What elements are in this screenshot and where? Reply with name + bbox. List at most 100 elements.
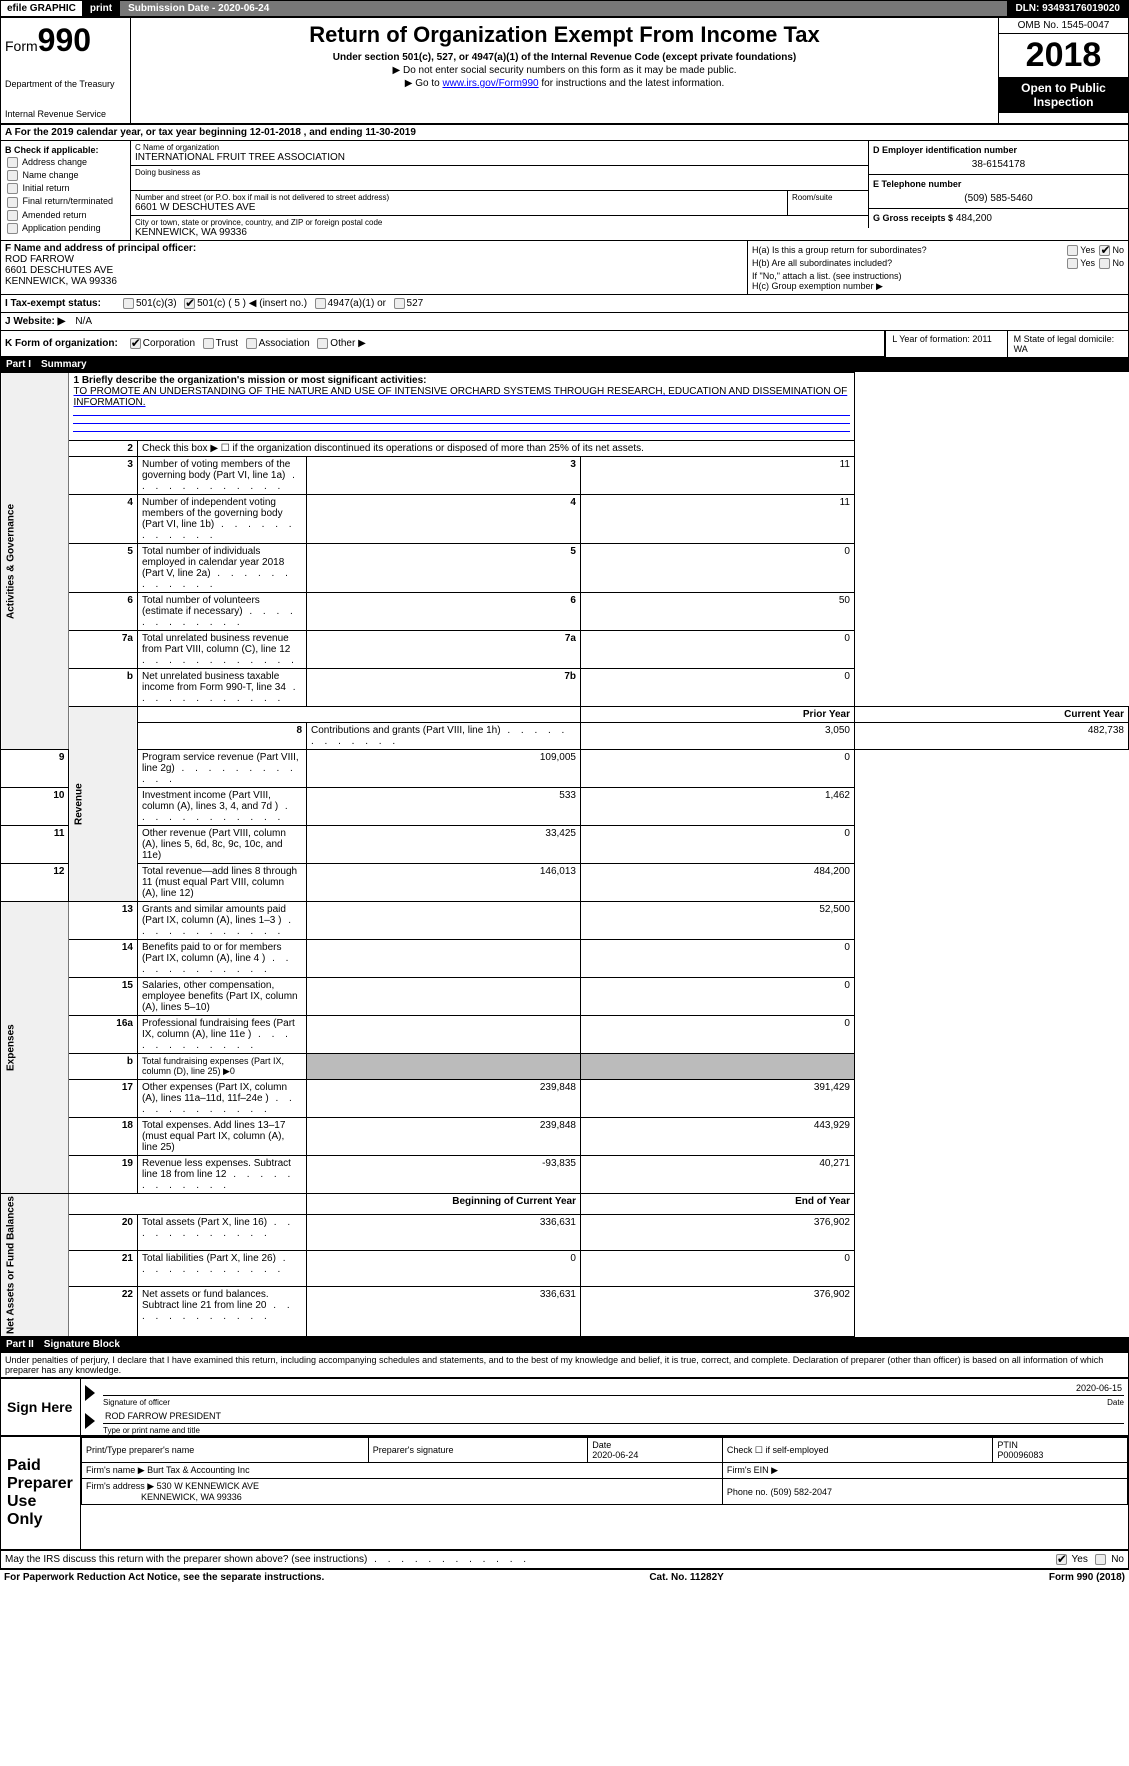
- firm-name: Burt Tax & Accounting Inc: [147, 1465, 249, 1475]
- footer-left: For Paperwork Reduction Act Notice, see …: [4, 1572, 324, 1583]
- sign-date: 2020-06-15: [1076, 1383, 1122, 1393]
- lbl-final-return: Final return/terminated: [23, 196, 114, 206]
- chk-final-return[interactable]: [7, 197, 18, 208]
- nn22: 22: [69, 1286, 137, 1336]
- hb-no[interactable]: [1099, 258, 1110, 269]
- city-lbl: City or town, state or province, country…: [135, 218, 864, 227]
- ec15: 0: [580, 978, 854, 1016]
- chk-501c3[interactable]: [123, 298, 134, 309]
- b7a: 7a: [307, 631, 581, 669]
- hb-yes[interactable]: [1067, 258, 1078, 269]
- row-j-lbl: J Website: ▶: [5, 316, 65, 327]
- ep16a: [307, 1016, 581, 1054]
- ep18: 239,848: [307, 1118, 581, 1156]
- part2-header: Part II Signature Block: [0, 1337, 1129, 1352]
- org-name: INTERNATIONAL FRUIT TREE ASSOCIATION: [135, 152, 864, 163]
- top-bar: efile GRAPHIC print Submission Date - 20…: [0, 0, 1129, 17]
- chk-initial-return[interactable]: [7, 183, 18, 194]
- chk-pending[interactable]: [7, 223, 18, 234]
- rc8: 482,738: [854, 723, 1128, 750]
- rp12: 146,013: [307, 864, 581, 902]
- ep14: [307, 940, 581, 978]
- en16a: 16a: [69, 1016, 137, 1054]
- chk-other[interactable]: [317, 338, 328, 349]
- chk-527[interactable]: [394, 298, 405, 309]
- summary-table: Activities & Governance 1 Briefly descri…: [0, 372, 1129, 1337]
- lbl-initial-return: Initial return: [23, 183, 70, 193]
- hdr-begin: Beginning of Current Year: [307, 1194, 581, 1215]
- en16b: b: [69, 1054, 137, 1080]
- irs-no[interactable]: [1095, 1554, 1106, 1565]
- irs-label: Internal Revenue Service: [5, 109, 126, 119]
- firm-ein-lbl: Firm's EIN ▶: [722, 1463, 1127, 1479]
- box-c-lbl: C Name of organization: [135, 143, 864, 152]
- prep-h2: Preparer's signature: [368, 1438, 588, 1463]
- n3: 3: [69, 457, 137, 495]
- ep16b: [307, 1054, 581, 1080]
- ec13: 52,500: [580, 902, 854, 940]
- street-address: 6601 W DESCHUTES AVE: [135, 202, 783, 213]
- rd8: Contributions and grants (Part VIII, lin…: [307, 723, 581, 750]
- line1-lbl: 1 Briefly describe the organization's mi…: [73, 375, 849, 386]
- firm-addr2: KENNEWICK, WA 99336: [141, 1492, 242, 1502]
- ep17: 239,848: [307, 1080, 581, 1118]
- arrow-icon-2: [85, 1413, 95, 1429]
- hb-lbl: H(b) Are all subordinates included?: [752, 258, 892, 269]
- print-label[interactable]: print: [82, 1, 120, 16]
- chk-assoc[interactable]: [246, 338, 257, 349]
- ep19: -93,835: [307, 1156, 581, 1194]
- v3: 11: [580, 457, 854, 495]
- rc12: 484,200: [580, 864, 854, 902]
- hdr-end: End of Year: [580, 1194, 854, 1215]
- rd12: Total revenue—add lines 8 through 11 (mu…: [137, 864, 306, 902]
- rn10: 10: [1, 788, 69, 826]
- rn9: 9: [1, 750, 69, 788]
- ha-yes[interactable]: [1067, 245, 1078, 256]
- d7a: Total unrelated business revenue from Pa…: [137, 631, 306, 669]
- chk-4947[interactable]: [315, 298, 326, 309]
- form-title: Return of Organization Exempt From Incom…: [135, 22, 994, 48]
- rp8: 3,050: [580, 723, 854, 750]
- form-subtitle-2: ▶ Do not enter social security numbers o…: [135, 65, 994, 76]
- d4: Number of independent voting members of …: [137, 495, 306, 544]
- omb-number: OMB No. 1545-0047: [999, 18, 1128, 34]
- chk-trust[interactable]: [203, 338, 214, 349]
- state-domicile: M State of legal domicile: WA: [1008, 331, 1129, 357]
- chk-501c[interactable]: [184, 298, 195, 309]
- n4: 4: [69, 495, 137, 544]
- side-netassets: Net Assets or Fund Balances: [1, 1194, 69, 1337]
- sign-here-label: Sign Here: [1, 1379, 81, 1435]
- box-b-title: B Check if applicable:: [5, 145, 126, 155]
- b5: 5: [307, 544, 581, 593]
- prep-h3: Date: [592, 1440, 611, 1450]
- chk-address-change[interactable]: [7, 157, 18, 168]
- irs-link[interactable]: www.irs.gov/Form990: [442, 78, 538, 89]
- date-label: Date: [1107, 1398, 1124, 1407]
- hdr-prior: Prior Year: [580, 707, 854, 723]
- nd22: Net assets or fund balances. Subtract li…: [137, 1286, 306, 1336]
- chk-name-change[interactable]: [7, 170, 18, 181]
- hc-lbl: H(c) Group exemption number ▶: [752, 281, 1124, 292]
- sign-section: Sign Here 2020-06-15 Signature of office…: [0, 1378, 1129, 1436]
- row-i-lbl: I Tax-exempt status:: [5, 298, 101, 309]
- en18: 18: [69, 1118, 137, 1156]
- v7b: 0: [580, 669, 854, 707]
- ed19: Revenue less expenses. Subtract line 18 …: [137, 1156, 306, 1194]
- rd9: Program service revenue (Part VIII, line…: [137, 750, 306, 788]
- ha-no[interactable]: [1099, 245, 1110, 256]
- v5: 0: [580, 544, 854, 593]
- chk-amended[interactable]: [7, 210, 18, 221]
- side-expenses: Expenses: [1, 902, 69, 1194]
- tel-value: (509) 585-5460: [873, 193, 1124, 204]
- en19: 19: [69, 1156, 137, 1194]
- rp10: 533: [307, 788, 581, 826]
- form-subtitle-1: Under section 501(c), 527, or 4947(a)(1)…: [135, 52, 994, 63]
- row-k-lbl: K Form of organization:: [5, 338, 118, 349]
- chk-corp[interactable]: [130, 338, 141, 349]
- nd21: Total liabilities (Part X, line 26): [137, 1251, 306, 1287]
- name-title-label: Type or print name and title: [99, 1426, 1128, 1435]
- n7a: 7a: [69, 631, 137, 669]
- lbl-assoc: Association: [259, 338, 310, 349]
- v6: 50: [580, 593, 854, 631]
- irs-yes[interactable]: [1056, 1554, 1067, 1565]
